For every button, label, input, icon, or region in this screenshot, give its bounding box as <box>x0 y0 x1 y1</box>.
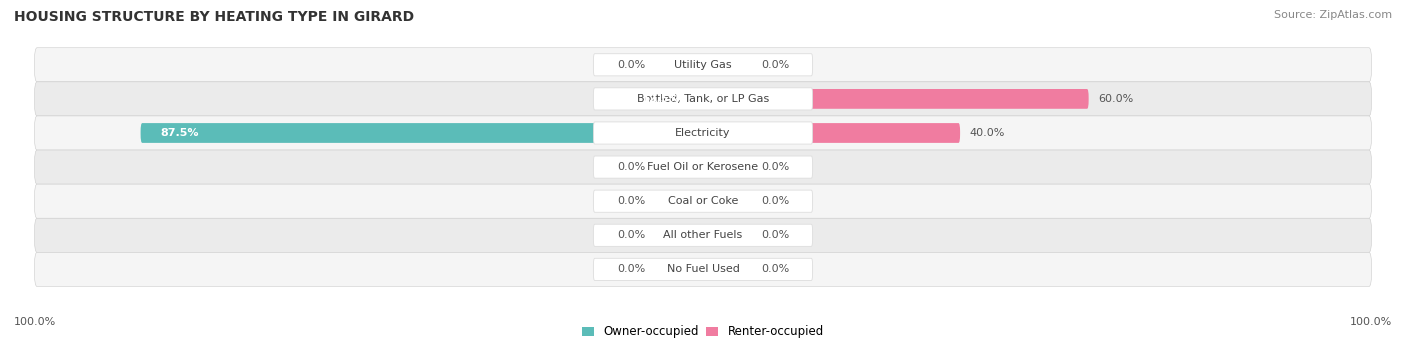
Text: Bottled, Tank, or LP Gas: Bottled, Tank, or LP Gas <box>637 94 769 104</box>
FancyBboxPatch shape <box>651 191 703 211</box>
FancyBboxPatch shape <box>651 225 703 245</box>
FancyBboxPatch shape <box>593 122 813 144</box>
Text: 0.0%: 0.0% <box>761 162 789 172</box>
FancyBboxPatch shape <box>593 258 813 280</box>
Text: Source: ZipAtlas.com: Source: ZipAtlas.com <box>1274 10 1392 20</box>
Text: 0.0%: 0.0% <box>617 264 645 275</box>
Text: HOUSING STRUCTURE BY HEATING TYPE IN GIRARD: HOUSING STRUCTURE BY HEATING TYPE IN GIR… <box>14 10 415 24</box>
Text: Electricity: Electricity <box>675 128 731 138</box>
Legend: Owner-occupied, Renter-occupied: Owner-occupied, Renter-occupied <box>578 321 828 341</box>
Text: 0.0%: 0.0% <box>617 196 645 206</box>
Text: 100.0%: 100.0% <box>14 317 56 327</box>
FancyBboxPatch shape <box>651 260 703 279</box>
FancyBboxPatch shape <box>703 225 755 245</box>
Text: No Fuel Used: No Fuel Used <box>666 264 740 275</box>
FancyBboxPatch shape <box>34 252 1372 286</box>
Text: Utility Gas: Utility Gas <box>675 60 731 70</box>
Text: 0.0%: 0.0% <box>617 230 645 240</box>
Text: 87.5%: 87.5% <box>160 128 198 138</box>
Text: 12.5%: 12.5% <box>643 94 681 104</box>
FancyBboxPatch shape <box>34 218 1372 252</box>
Text: 0.0%: 0.0% <box>761 264 789 275</box>
FancyBboxPatch shape <box>34 150 1372 184</box>
Text: 40.0%: 40.0% <box>970 128 1005 138</box>
FancyBboxPatch shape <box>34 82 1372 116</box>
Text: 60.0%: 60.0% <box>1098 94 1133 104</box>
FancyBboxPatch shape <box>651 157 703 177</box>
Text: Fuel Oil or Kerosene: Fuel Oil or Kerosene <box>647 162 759 172</box>
Text: 0.0%: 0.0% <box>617 60 645 70</box>
Text: 0.0%: 0.0% <box>761 60 789 70</box>
FancyBboxPatch shape <box>703 157 755 177</box>
FancyBboxPatch shape <box>593 156 813 178</box>
Text: 100.0%: 100.0% <box>1350 317 1392 327</box>
FancyBboxPatch shape <box>703 55 755 75</box>
FancyBboxPatch shape <box>34 116 1372 150</box>
Text: Coal or Coke: Coal or Coke <box>668 196 738 206</box>
FancyBboxPatch shape <box>141 123 703 143</box>
Text: 0.0%: 0.0% <box>761 230 789 240</box>
Text: 0.0%: 0.0% <box>761 196 789 206</box>
FancyBboxPatch shape <box>651 55 703 75</box>
FancyBboxPatch shape <box>593 88 813 110</box>
FancyBboxPatch shape <box>34 184 1372 218</box>
FancyBboxPatch shape <box>703 123 960 143</box>
FancyBboxPatch shape <box>593 190 813 212</box>
FancyBboxPatch shape <box>703 191 755 211</box>
FancyBboxPatch shape <box>593 54 813 76</box>
Text: All other Fuels: All other Fuels <box>664 230 742 240</box>
FancyBboxPatch shape <box>593 224 813 246</box>
FancyBboxPatch shape <box>34 48 1372 82</box>
FancyBboxPatch shape <box>703 260 755 279</box>
FancyBboxPatch shape <box>623 89 703 109</box>
FancyBboxPatch shape <box>703 89 1088 109</box>
Text: 0.0%: 0.0% <box>617 162 645 172</box>
